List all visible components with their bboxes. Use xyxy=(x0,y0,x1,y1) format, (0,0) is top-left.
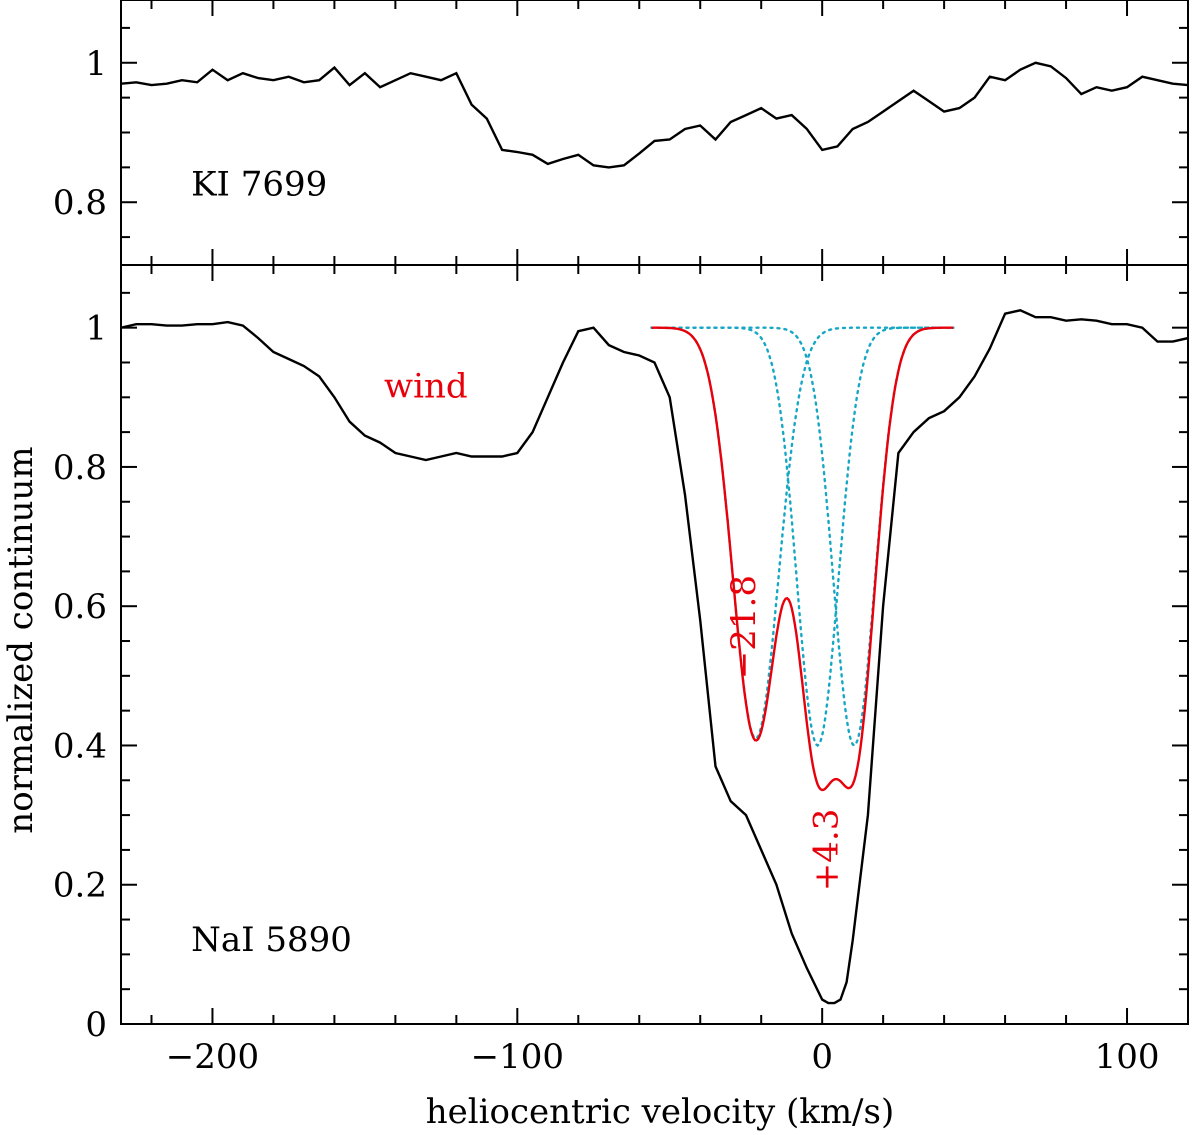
ki-y-tick-label: 0.8 xyxy=(53,183,107,223)
fit-line xyxy=(651,326,954,792)
ki-plot-frame xyxy=(120,0,1189,266)
x-axis-label: heliocentric velocity (km/s) xyxy=(426,1092,894,1132)
nai-plot-frame xyxy=(120,264,1189,1025)
nai-y-tick-label: 0.2 xyxy=(53,866,107,906)
ki-spectrum-line xyxy=(121,61,1188,169)
nai-y-tick-label: 1 xyxy=(85,309,107,349)
x-tick-label: 100 xyxy=(1095,1037,1160,1077)
ki-y-tick-label: 1 xyxy=(85,44,107,84)
nai-y-tick-label: 0.4 xyxy=(53,726,107,766)
nai-spectrum-line xyxy=(121,309,1188,1005)
x-tick-label: −100 xyxy=(471,1037,564,1077)
annotation-1: wind xyxy=(384,366,468,406)
nai-panel: 0 0.2 0.4 0.6 0.8 1 −200 −100 0 100 wind −21.8 +4.3 N… xyxy=(53,264,1189,1077)
ki-panel: 0.8 1 KI 7699 xyxy=(53,0,1189,266)
nai-panel-label: NaI 5890 xyxy=(191,920,352,960)
x-tick-label: −200 xyxy=(166,1037,259,1077)
y-axis-label: normalized continuum xyxy=(1,446,41,833)
nai-y-tick-label: 0.8 xyxy=(53,448,107,488)
nai-y-tick-label: 0.6 xyxy=(53,587,107,627)
nai-y-tick-label: 0 xyxy=(85,1005,107,1045)
annotation-2: −21.8 xyxy=(724,575,764,679)
ki-panel-label: KI 7699 xyxy=(191,164,327,204)
annotation-3: +4.3 xyxy=(806,809,846,892)
x-tick-label: 0 xyxy=(811,1037,833,1077)
